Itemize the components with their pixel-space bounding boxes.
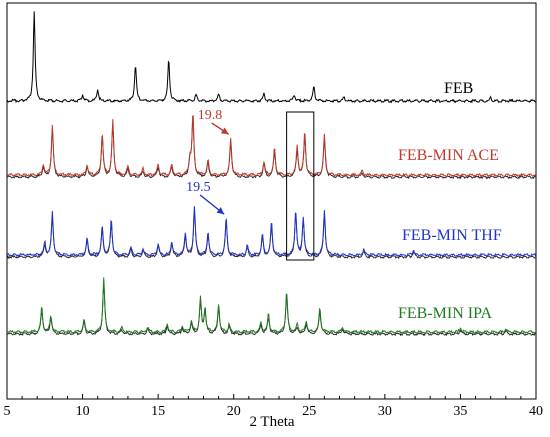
peak-annotation-label: 19.5: [186, 180, 211, 195]
series-line: [6, 277, 537, 335]
x-tick-label: 5: [4, 404, 11, 419]
series-layer: [6, 11, 537, 337]
peak-annotations: 19.8 19.5: [186, 108, 230, 215]
series-line: [6, 206, 537, 258]
x-axis-ticks: 5 10 15 20 25 30 35 40: [4, 394, 543, 419]
x-axis-title: 2 Theta: [249, 414, 294, 430]
x-tick-label: 25: [302, 404, 316, 419]
annotation-arrowhead: [216, 207, 225, 215]
x-tick-label: 15: [151, 404, 165, 419]
series-line: [6, 114, 537, 178]
x-tick-label: 35: [453, 404, 467, 419]
series-reference-line: [6, 210, 537, 260]
series-label: FEB: [444, 80, 473, 97]
plot-frame: [6, 2, 537, 400]
x-tick-label: 20: [227, 404, 241, 419]
peak-annotation-label: 19.8: [198, 108, 223, 123]
series-label: FEB-MIN THF: [402, 227, 502, 244]
series-line: [6, 11, 537, 104]
x-tick-label: 40: [529, 404, 543, 419]
series-label: FEB-MIN ACE: [398, 147, 499, 164]
x-tick-label: 30: [378, 404, 392, 419]
series-label: FEB-MIN IPA: [398, 305, 493, 322]
x-tick-label: 10: [76, 404, 90, 419]
highlight-box: [286, 111, 315, 261]
annotation-arrowhead: [220, 127, 229, 135]
series-labels: FEB FEB-MIN ACE FEB-MIN THF FEB-MIN IPA: [398, 80, 502, 322]
